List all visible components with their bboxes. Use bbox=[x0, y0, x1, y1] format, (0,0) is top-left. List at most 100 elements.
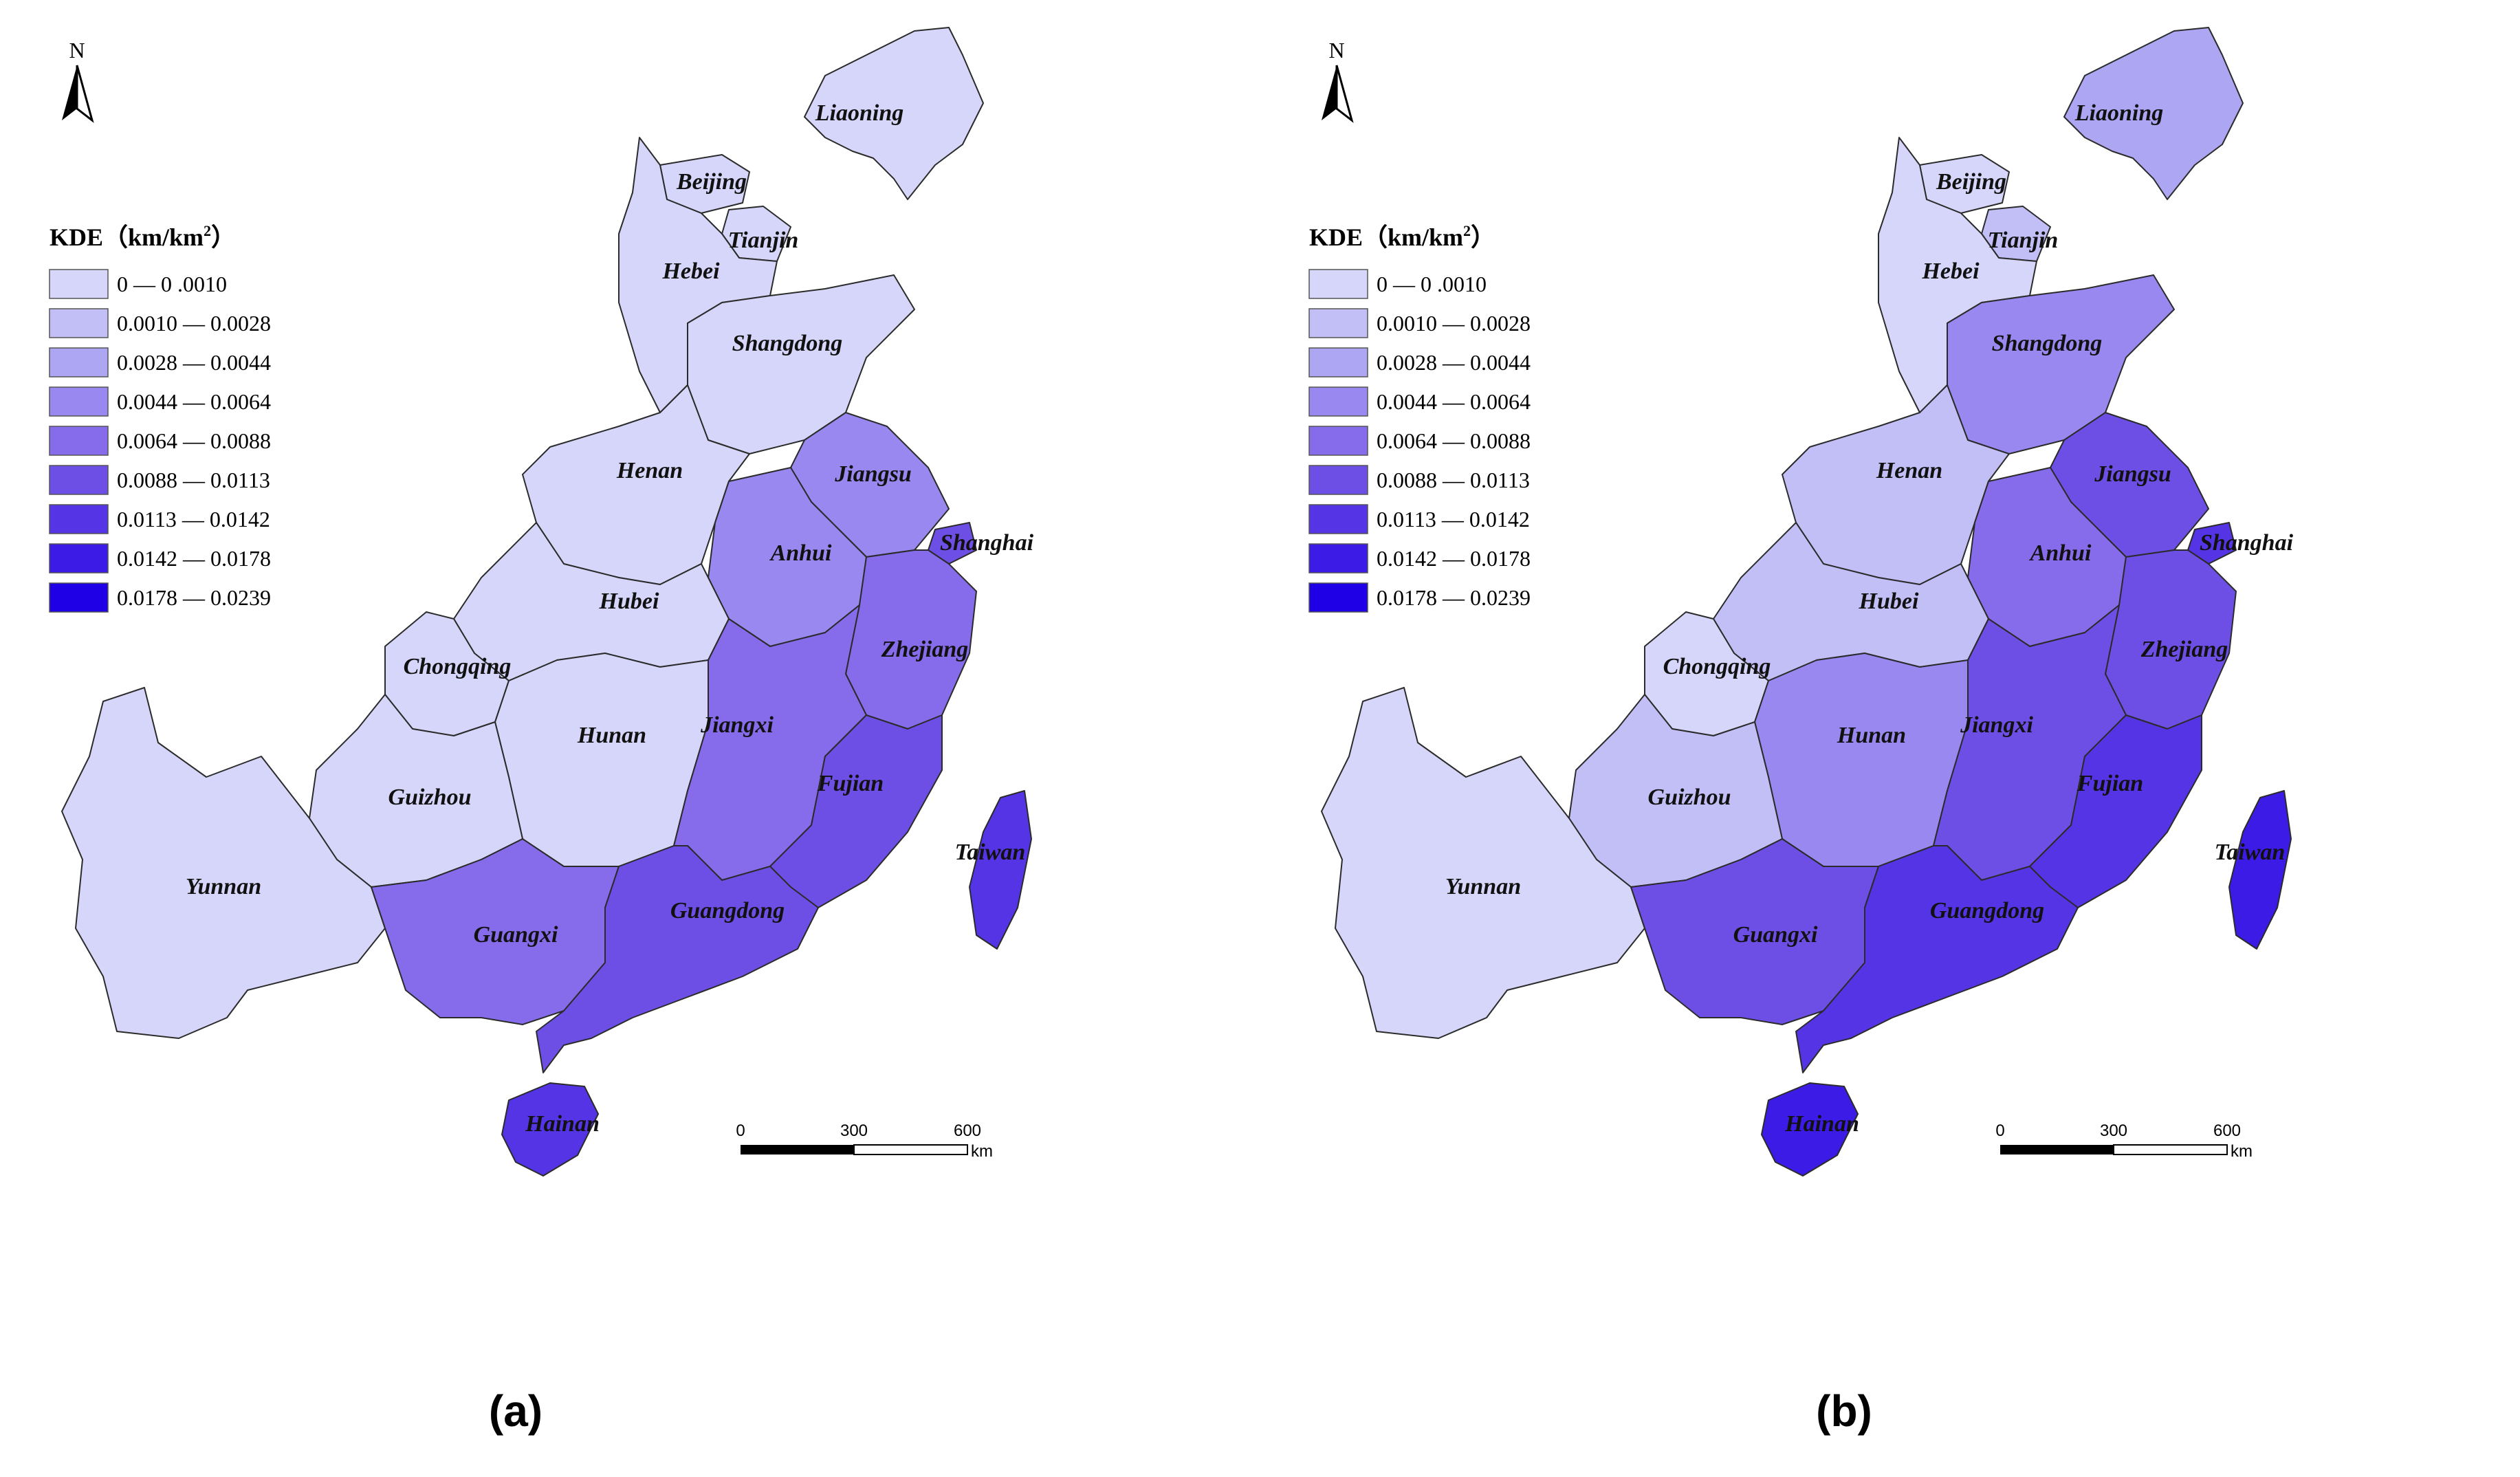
legend-label: 0.0178 — 0.0239 bbox=[1377, 585, 1531, 610]
legend-swatch bbox=[1308, 308, 1368, 338]
legend-label: 0.0088 — 0.0113 bbox=[1377, 468, 1530, 492]
panel-caption-b: (b) bbox=[1816, 1386, 1872, 1436]
province-label-guizhou: Guizhou bbox=[1648, 785, 1731, 810]
province-label-hebei: Hebei bbox=[661, 259, 720, 284]
scale-tick: 600 bbox=[954, 1122, 981, 1140]
province-label-shangdong: Shangdong bbox=[1992, 331, 2103, 356]
legend-swatch bbox=[49, 465, 109, 495]
legend-swatch bbox=[49, 582, 109, 613]
province-label-hunan: Hunan bbox=[577, 723, 646, 748]
province-label-liaoning: Liaoning bbox=[815, 100, 903, 126]
province-yunnan bbox=[61, 687, 386, 1039]
province-label-jiangxi: Jiangxi bbox=[700, 712, 774, 738]
legend-title: KDE（km/km2） bbox=[1309, 222, 1495, 251]
scale-tick: 0 bbox=[1995, 1122, 2004, 1140]
province-layer bbox=[1321, 27, 2292, 1177]
legend-swatch bbox=[1308, 582, 1368, 613]
province-label-hunan: Hunan bbox=[1837, 723, 1906, 748]
north-arrow-icon: N bbox=[1322, 38, 1354, 123]
province-taiwan bbox=[2228, 790, 2292, 950]
legend-swatch bbox=[49, 504, 109, 534]
scale-unit: km bbox=[971, 1142, 993, 1161]
legend-label: 0.0142 — 0.0178 bbox=[1377, 546, 1531, 571]
province-label-guangxi: Guangxi bbox=[1733, 922, 1818, 948]
province-label-jiangsu: Jiangsu bbox=[2094, 461, 2171, 487]
province-label-beijing: Beijing bbox=[1936, 169, 2006, 195]
legend-title: KDE（km/km2） bbox=[50, 222, 236, 251]
legend-swatch bbox=[49, 543, 109, 573]
legend-swatch bbox=[49, 347, 109, 378]
province-label-yunnan: Yunnan bbox=[186, 874, 261, 899]
province-liaoning bbox=[2063, 27, 2244, 200]
legend-label: 0.0064 — 0.0088 bbox=[1377, 428, 1531, 453]
province-label-guangxi: Guangxi bbox=[474, 922, 558, 948]
province-labels: Liaoning Beijing Tianjin Hebei Shangdong Hena… bbox=[1445, 100, 2294, 1137]
scale-tick: 300 bbox=[2100, 1122, 2127, 1140]
province-label-henan: Henan bbox=[616, 458, 683, 483]
province-label-zhejiang: Zhejiang bbox=[2140, 637, 2228, 662]
legend-label: 0.0028 — 0.0044 bbox=[117, 350, 271, 375]
province-label-anhui: Anhui bbox=[2029, 540, 2092, 566]
province-label-hubei: Hubei bbox=[599, 589, 659, 614]
legend-swatch bbox=[49, 426, 109, 456]
scale-tick: 600 bbox=[2213, 1122, 2241, 1140]
province-label-henan: Henan bbox=[1876, 458, 1942, 483]
legend-label: 0.0028 — 0.0044 bbox=[1377, 350, 1531, 375]
province-label-shanghai: Shanghai bbox=[940, 530, 1034, 556]
province-label-hainan: Hainan bbox=[525, 1111, 600, 1137]
province-label-chongqing: Chongqing bbox=[404, 654, 512, 679]
map-panel-a: Liaoning Beijing Tianjin Hebei Shangdong Hena… bbox=[49, 27, 1034, 1436]
province-guangdong bbox=[536, 845, 819, 1073]
legend-label: 0.0142 — 0.0178 bbox=[117, 546, 271, 571]
legend-label: 0.0178 — 0.0239 bbox=[117, 585, 271, 610]
north-label: N bbox=[69, 38, 85, 63]
province-taiwan bbox=[969, 790, 1032, 950]
province-label-guizhou: Guizhou bbox=[388, 785, 472, 810]
north-label: N bbox=[1328, 38, 1344, 63]
map-svg-b: Liaoning Beijing Tianjin Hebei Shangdong Hena… bbox=[1308, 27, 2294, 1177]
legend-label: 0 — 0 .0010 bbox=[1377, 272, 1487, 296]
legend-swatch bbox=[1308, 386, 1368, 417]
scale-unit: km bbox=[2231, 1142, 2253, 1161]
province-shanghai bbox=[2187, 522, 2237, 565]
legend-label: 0.0113 — 0.0142 bbox=[117, 507, 270, 532]
legend-label: 0 — 0 .0010 bbox=[117, 272, 227, 296]
province-label-yunnan: Yunnan bbox=[1445, 874, 1521, 899]
legend: KDE（km/km2） 0 — 0 .0010 0.0010 — 0.0028 0.0… bbox=[49, 222, 271, 613]
province-label-hebei: Hebei bbox=[1921, 259, 1980, 284]
province-shanghai bbox=[928, 522, 977, 565]
province-label-shanghai: Shanghai bbox=[2200, 530, 2294, 556]
province-liaoning bbox=[804, 27, 984, 200]
legend-swatch bbox=[1308, 347, 1368, 378]
legend-label: 0.0010 — 0.0028 bbox=[1377, 311, 1531, 336]
province-label-taiwan: Taiwan bbox=[955, 840, 1026, 865]
province-label-zhejiang: Zhejiang bbox=[881, 637, 969, 662]
legend-label: 0.0044 — 0.0064 bbox=[117, 389, 271, 414]
legend-swatch bbox=[1308, 504, 1368, 534]
province-layer bbox=[61, 27, 1032, 1177]
legend-swatch bbox=[1308, 465, 1368, 495]
province-hainan bbox=[501, 1082, 599, 1177]
legend: KDE（km/km2） 0 — 0 .0010 0.0010 — 0.0028 0.0… bbox=[1308, 222, 1531, 613]
province-label-fujian: Fujian bbox=[817, 771, 884, 796]
legend-label: 0.0010 — 0.0028 bbox=[117, 311, 271, 336]
scale-bar: 0 300 600 km bbox=[1995, 1122, 2253, 1161]
province-label-anhui: Anhui bbox=[769, 540, 832, 566]
legend-swatch bbox=[1308, 543, 1368, 573]
legend-label: 0.0113 — 0.0142 bbox=[1377, 507, 1530, 532]
map-svg-a: Liaoning Beijing Tianjin Hebei Shangdong Hena… bbox=[49, 27, 1034, 1177]
province-label-guangdong: Guangdong bbox=[670, 898, 785, 923]
legend-label: 0.0064 — 0.0088 bbox=[117, 428, 271, 453]
legend-label: 0.0088 — 0.0113 bbox=[117, 468, 270, 492]
province-label-liaoning: Liaoning bbox=[2074, 100, 2163, 126]
legend-swatch bbox=[49, 386, 109, 417]
province-labels: Liaoning Beijing Tianjin Hebei Shangdong Hena… bbox=[186, 100, 1034, 1137]
legend-swatch bbox=[49, 308, 109, 338]
province-label-jiangsu: Jiangsu bbox=[834, 461, 912, 487]
scale-bar: 0 300 600 km bbox=[736, 1122, 993, 1161]
north-arrow-icon: N bbox=[62, 38, 94, 123]
province-guangdong bbox=[1795, 845, 2079, 1073]
panel-caption-a: (a) bbox=[488, 1386, 543, 1436]
scale-tick: 0 bbox=[736, 1122, 745, 1140]
legend-swatch bbox=[49, 269, 109, 299]
